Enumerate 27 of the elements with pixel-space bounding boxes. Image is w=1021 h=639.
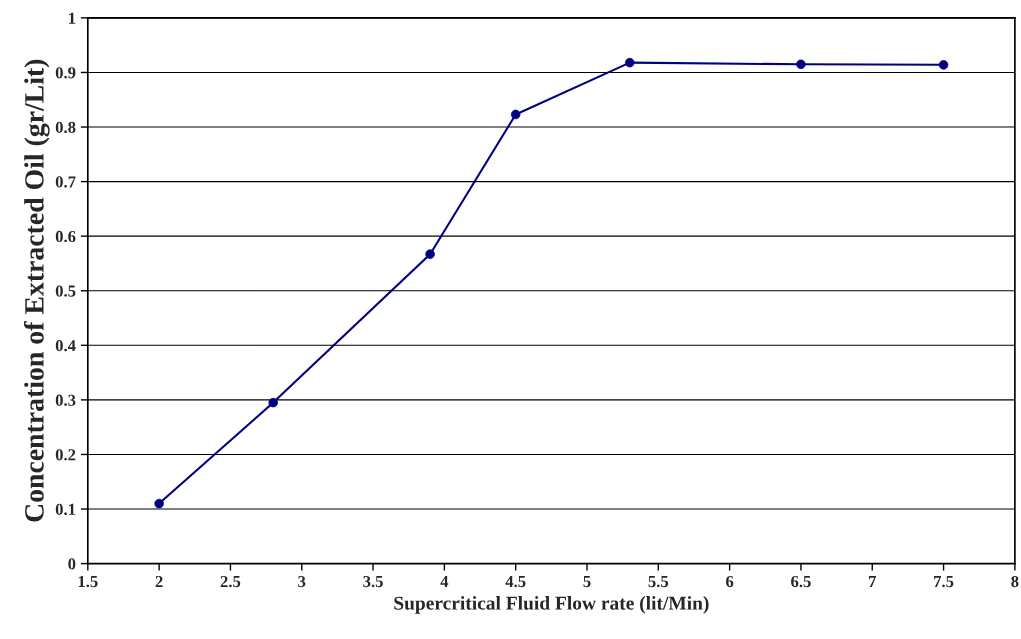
x-tick-label: 8 — [1011, 575, 1019, 588]
y-axis-title: Concentration of Extracted Oil (gr/Lit) — [23, 59, 50, 522]
x-tick-label: 6 — [726, 575, 734, 588]
x-tick-label: 5 — [583, 576, 591, 588]
x-axis-title: Supercritical Fluid Flow rate (lit/Min) — [394, 596, 709, 614]
x-tick-label: 4 — [440, 576, 449, 587]
y-tick-label: 0.4 — [55, 340, 76, 352]
y-tick-label: 0.3 — [55, 394, 76, 406]
y-tick-label: 0.9 — [55, 67, 76, 79]
x-tick-label: 3.5 — [363, 575, 383, 588]
x-tick-label: 2 — [155, 575, 163, 587]
x-tick-label: 2.5 — [220, 575, 241, 588]
x-tick-label: 7 — [869, 576, 877, 587]
y-tick-label: 0.8 — [55, 121, 76, 134]
x-tick-label: 1.5 — [78, 575, 98, 588]
y-tick-label: 0.5 — [55, 285, 76, 297]
y-tick-label: 1 — [69, 12, 76, 24]
x-tick-label: 7.5 — [934, 576, 954, 588]
x-tick-label: 5.5 — [648, 576, 669, 588]
y-tick-label: 0.7 — [55, 176, 76, 188]
y-tick-label: 0 — [68, 558, 76, 570]
x-tick-label: 6.5 — [791, 575, 811, 588]
x-tick-label: 3 — [298, 575, 306, 588]
y-tick-label: 0.2 — [55, 449, 76, 461]
y-tick-label: 0.6 — [55, 230, 76, 243]
x-tick-label: 4.5 — [505, 576, 526, 588]
y-tick-label: 0.1 — [55, 503, 76, 516]
